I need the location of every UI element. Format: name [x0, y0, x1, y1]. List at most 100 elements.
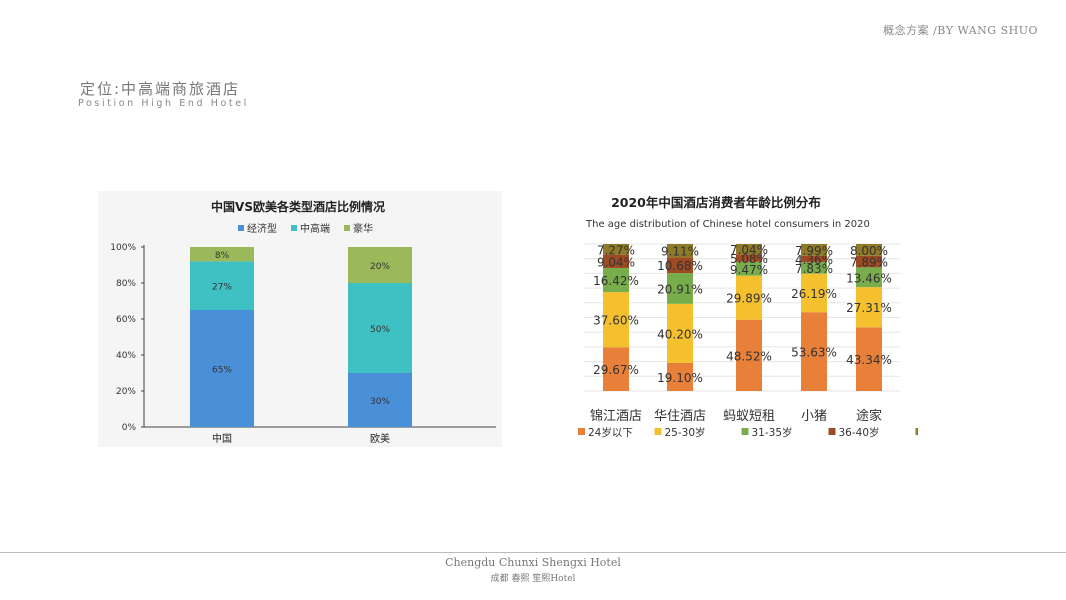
bar-segment: [348, 373, 412, 427]
y-tick-label: 40%: [116, 351, 136, 361]
legend-label-2: 中高端: [300, 222, 330, 235]
data-label: 26.19%: [791, 287, 837, 301]
x-tick-label: 欧美: [370, 432, 390, 445]
legend-swatch-3: [741, 428, 749, 435]
x-tick-label: 小猪: [801, 409, 827, 424]
data-label: 13.46%: [846, 271, 892, 285]
data-label: 10.68%: [657, 259, 703, 273]
data-label: 7.89%: [850, 256, 888, 270]
x-tick-label: 华住酒店: [654, 409, 706, 424]
legend-swatch-1: [238, 225, 244, 231]
bar-segment: [856, 327, 882, 391]
legend-label-2: 25-30岁: [665, 426, 706, 439]
bar-segment: [667, 303, 693, 363]
x-tick-label: 锦江酒店: [590, 409, 642, 424]
y-tick-label: 100%: [110, 243, 136, 253]
bar-segment: [603, 347, 629, 391]
legend-label-3: 豪华: [353, 222, 373, 235]
bar-segment: [667, 362, 693, 391]
data-label: 20%: [370, 262, 390, 272]
bar-segment: [667, 244, 693, 258]
bar-segment: [856, 255, 882, 268]
consumer-age-chart: 2020年中国酒店消费者年龄比例分布 The age distribution o…: [578, 195, 918, 439]
data-label: 7.27%: [597, 243, 635, 257]
data-label: 48.52%: [726, 349, 772, 363]
footer-hotel-name-en: Chengdu Chunxi Shengxi Hotel: [445, 556, 621, 569]
bar-segment: [736, 261, 762, 276]
footer-divider: [0, 552, 1066, 553]
y-tick-label: 60%: [116, 315, 136, 325]
bar-segment: [801, 255, 827, 263]
bar-segment: [348, 283, 412, 373]
data-label: 65%: [212, 366, 232, 376]
data-label: 27.31%: [846, 301, 892, 315]
section-title: 定位:中高端商旅酒店: [80, 80, 241, 98]
legend-label-3: 31-35岁: [752, 426, 793, 439]
legend-swatch-3: [344, 225, 350, 231]
data-label: 53.63%: [791, 346, 837, 360]
data-label: 30%: [370, 397, 390, 407]
legend-swatch-5: [915, 428, 918, 435]
legend-swatch-1: [578, 428, 585, 435]
bar-segment: [801, 244, 827, 256]
chart-subtitle: The age distribution of Chinese hotel co…: [585, 219, 870, 230]
bar-segment: [667, 257, 693, 274]
bar-segment: [856, 267, 882, 288]
data-label: 8%: [215, 251, 230, 261]
x-tick-label: 蚂蚁短租: [723, 409, 775, 424]
bar-segment: [603, 254, 629, 268]
data-label: 9.11%: [661, 245, 699, 259]
data-label: 7.99%: [795, 244, 833, 258]
bar-segment: [603, 244, 629, 255]
data-label: 8.00%: [850, 244, 888, 258]
bar-segment: [801, 262, 827, 274]
data-label: 50%: [370, 325, 390, 335]
bar-segment: [736, 275, 762, 320]
data-label: 29.67%: [593, 363, 639, 377]
y-tick-label: 80%: [116, 279, 136, 289]
legend-swatch-4: [828, 428, 836, 435]
legend-label-4: 36-40岁: [839, 426, 880, 439]
bar-segment: [736, 254, 762, 262]
data-label: 5.08%: [730, 252, 768, 266]
brand-label: 概念方案 /BY WANG SHUO: [883, 24, 1038, 37]
legend-swatch-2: [654, 428, 662, 435]
bar-segment: [190, 247, 254, 262]
bar-segment: [190, 310, 254, 427]
data-label: 16.42%: [593, 274, 639, 288]
bar-segment: [603, 267, 629, 293]
bar-segment: [190, 261, 254, 310]
bar-segment: [801, 312, 827, 391]
data-label: 27%: [212, 283, 232, 293]
bar-segment: [736, 244, 762, 255]
legend-label-1: 24岁以下: [588, 426, 633, 439]
data-label: 43.34%: [846, 353, 892, 367]
bar-segment: [348, 247, 412, 283]
data-label: 40.20%: [657, 327, 703, 341]
y-tick-label: 20%: [116, 387, 136, 397]
footer-hotel-name-cn: 成都 春熙 笙熙Hotel: [490, 574, 576, 584]
data-label: 7.04%: [730, 243, 768, 257]
bar-segment: [603, 292, 629, 348]
y-tick-label: 0%: [122, 423, 137, 433]
legend-label-1: 经济型: [247, 222, 277, 235]
legend-swatch-2: [291, 225, 297, 231]
x-tick-label: 中国: [212, 432, 232, 445]
data-label: 37.60%: [593, 314, 639, 328]
data-label: 4.36%: [795, 253, 833, 267]
chart-background: [98, 191, 502, 447]
chart-title: 2020年中国酒店消费者年龄比例分布: [611, 195, 821, 210]
chart-title: 中国VS欧美各类型酒店比例情况: [211, 199, 385, 214]
data-label: 7.83%: [795, 262, 833, 276]
bar-segment: [801, 273, 827, 313]
bar-segment: [856, 287, 882, 328]
data-label: 20.91%: [657, 282, 703, 296]
bar-segment: [856, 244, 882, 256]
data-label: 19.10%: [657, 371, 703, 385]
section-subtitle: Position High End Hotel: [78, 98, 249, 109]
x-tick-label: 途家: [856, 408, 882, 424]
data-label: 9.47%: [730, 263, 768, 277]
data-label: 9.04%: [597, 255, 635, 269]
data-label: 29.89%: [726, 292, 772, 306]
bar-segment: [667, 273, 693, 304]
